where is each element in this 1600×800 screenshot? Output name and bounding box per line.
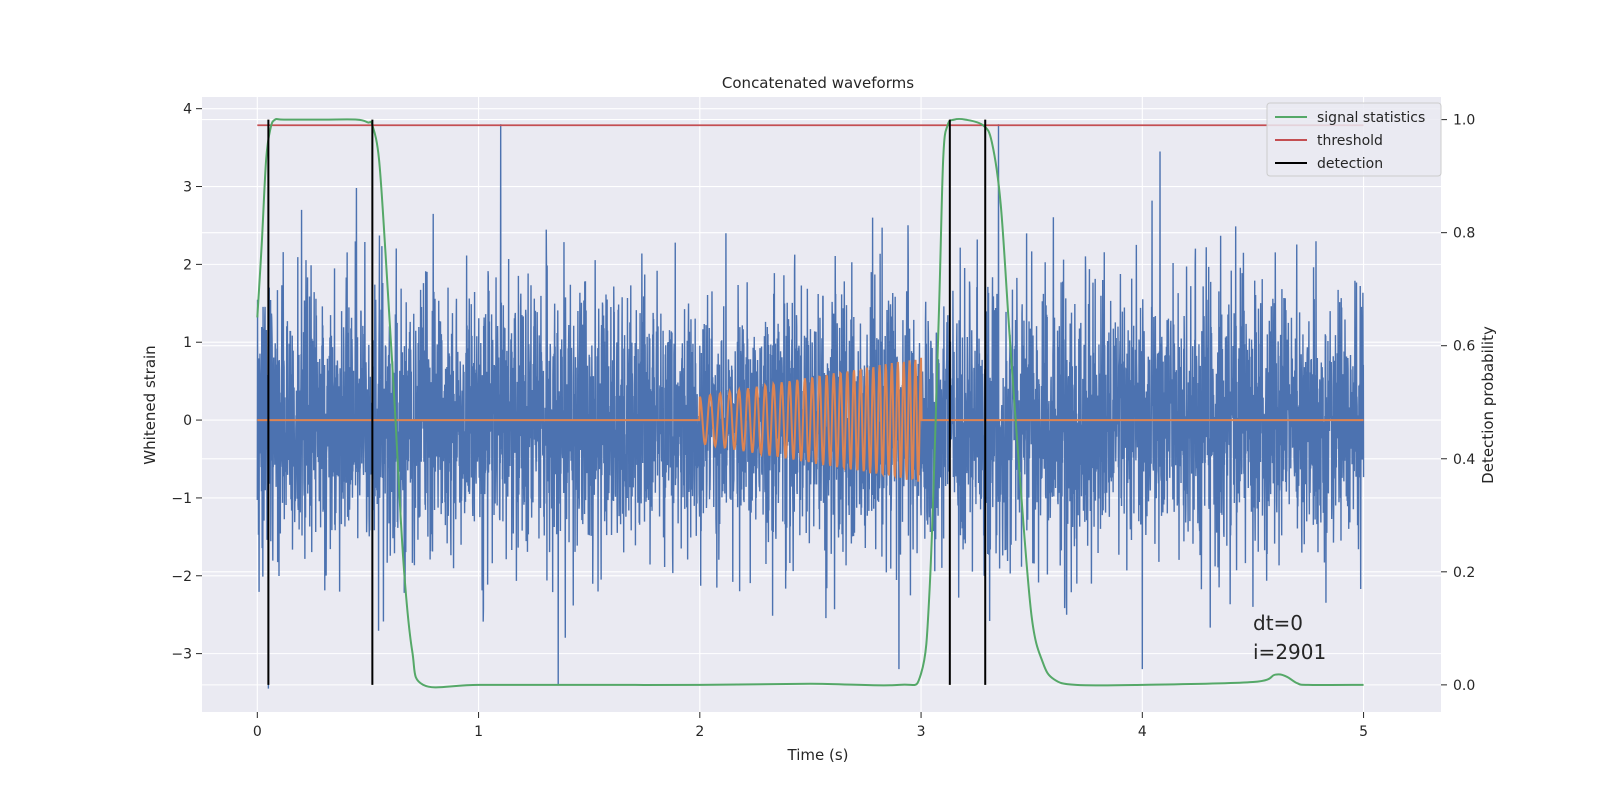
y-right-tick-label: 0.2 <box>1453 565 1475 581</box>
annotation-dt: dt=0 <box>1253 611 1303 635</box>
legend-label: signal statistics <box>1317 110 1425 126</box>
y-left-tick-label: −3 <box>171 647 192 663</box>
y-right-tick-label: 1.0 <box>1453 113 1475 129</box>
series-signal-statistics <box>256 117 1364 689</box>
x-axis-label: Time (s) <box>787 746 849 764</box>
y-axis-label-left: Whitened strain <box>141 345 159 464</box>
y-left-tick-label: 2 <box>183 257 192 273</box>
axes: 0 1 2 3 4 5 −3 −2 −1 0 1 2 3 4 0.0 0.2 0.4 0.6 0.8 1.0 <box>171 102 1475 740</box>
y-left-tick-label: 0 <box>183 413 192 429</box>
legend-box <box>1266 102 1442 177</box>
x-tick-label: 1 <box>474 724 483 740</box>
y-right-tick-label: 0.0 <box>1453 678 1475 694</box>
chart-title: Concatenated waveforms <box>722 74 914 92</box>
legend-label: threshold <box>1317 133 1383 149</box>
x-tick-label: 4 <box>1138 724 1147 740</box>
y-right-tick-label: 0.8 <box>1453 226 1475 242</box>
y-left-tick-label: 4 <box>183 102 192 118</box>
y-right-tick-label: 0.6 <box>1453 339 1475 355</box>
y-left-tick-label: −1 <box>171 491 192 507</box>
annotations: dt=0 i=2901 <box>1253 611 1326 664</box>
y-right-tick-label: 0.4 <box>1453 452 1475 468</box>
annotation-i: i=2901 <box>1253 640 1326 664</box>
y-left-tick-label: 3 <box>183 180 192 196</box>
legend-label: detection <box>1317 156 1383 172</box>
x-tick-label: 3 <box>917 724 926 740</box>
y-left-tick-label: 1 <box>183 335 192 351</box>
legend: signal statistics threshold detection <box>1266 102 1442 177</box>
plot-area <box>256 117 1365 689</box>
y-left-tick-label: −2 <box>171 569 192 585</box>
x-tick-label: 2 <box>695 724 704 740</box>
series-whitened-strain <box>256 124 1365 689</box>
y-axis-label-right: Detection probability <box>1479 326 1497 484</box>
series-injected-chirp <box>257 357 1364 482</box>
x-tick-label: 5 <box>1359 724 1368 740</box>
x-tick-label: 0 <box>253 724 262 740</box>
